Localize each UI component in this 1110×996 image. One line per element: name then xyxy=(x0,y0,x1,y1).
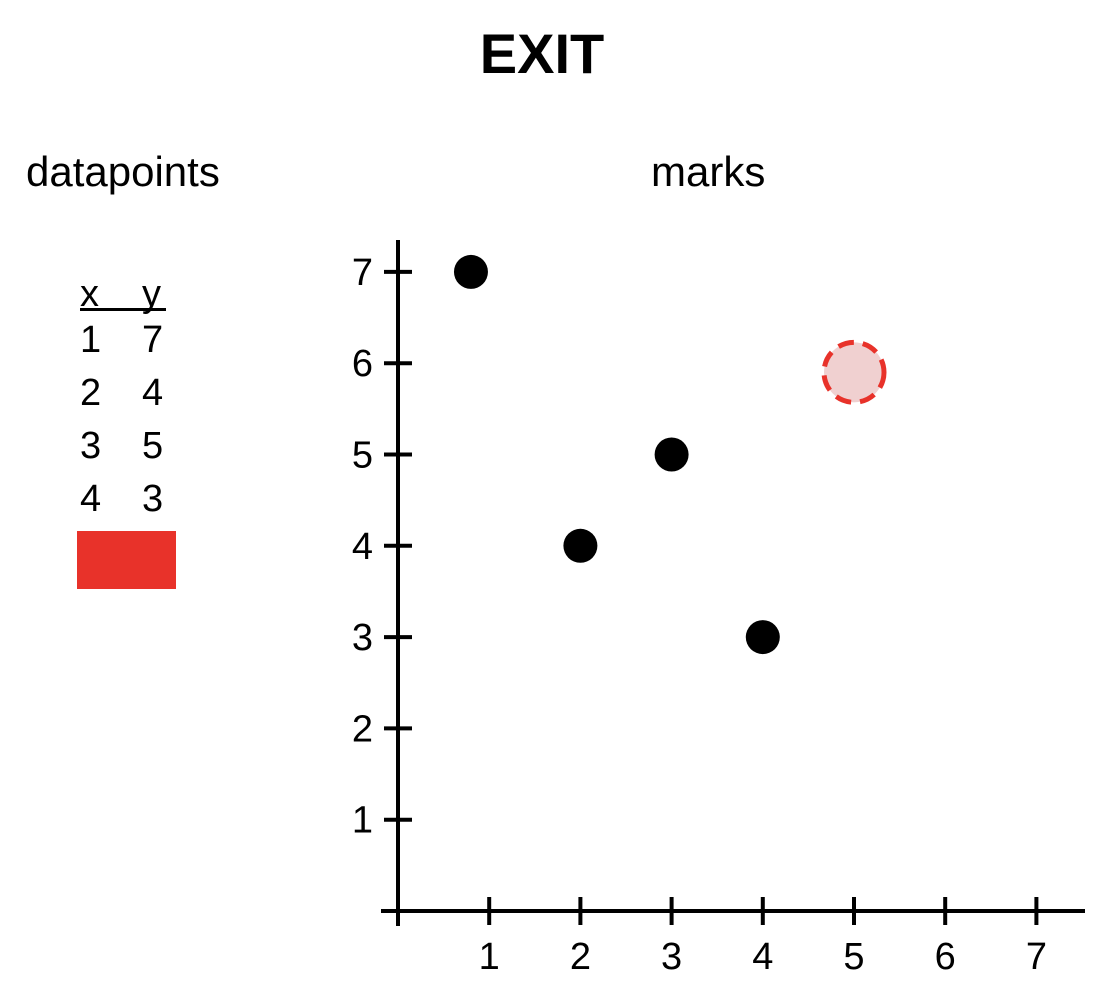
table-row: 2 4 xyxy=(78,364,174,417)
x-cell: 3 xyxy=(80,425,102,467)
y-cell: 5 xyxy=(142,425,164,467)
y-tick-label: 2 xyxy=(352,708,373,750)
data-point xyxy=(654,437,689,472)
page-title: EXIT xyxy=(479,22,605,85)
y-tick-label: 7 xyxy=(352,252,373,294)
table-row: 4 3 xyxy=(78,470,174,523)
data-point xyxy=(745,620,780,655)
table-row: 1 7 xyxy=(78,311,174,364)
data-point xyxy=(453,254,488,289)
datapoints-table: x y 1 7 2 4 3 5 4 3 xyxy=(78,275,174,523)
header-underline xyxy=(80,308,166,311)
y-cell: 4 xyxy=(142,372,164,414)
datapoints-panel-label: datapoints xyxy=(26,148,220,195)
x-cell: 1 xyxy=(80,319,102,361)
y-column-header: y xyxy=(142,273,161,315)
x-tick-label: 2 xyxy=(570,936,591,978)
x-column-header: x xyxy=(80,273,99,315)
y-tick-label: 6 xyxy=(352,343,373,385)
data-point xyxy=(563,528,598,563)
x-tick-label: 3 xyxy=(661,936,682,978)
x-tick-label: 4 xyxy=(752,936,773,978)
x-tick-label: 6 xyxy=(935,936,956,978)
y-tick-label: 1 xyxy=(352,800,373,842)
table-row: 3 5 xyxy=(78,417,174,470)
x-cell: 4 xyxy=(80,478,102,520)
removed-row-highlight xyxy=(77,531,176,589)
y-cell: 3 xyxy=(142,478,164,520)
y-tick-label: 3 xyxy=(352,617,373,659)
x-tick-label: 1 xyxy=(479,936,500,978)
table-header: x y xyxy=(78,273,174,315)
x-tick-label: 7 xyxy=(1026,936,1047,978)
y-tick-label: 5 xyxy=(352,435,373,477)
x-cell: 2 xyxy=(80,372,102,414)
y-tick-label: 4 xyxy=(352,526,373,568)
marks-panel-label: marks xyxy=(651,148,766,195)
removed-point-ghost xyxy=(821,339,887,405)
x-tick-label: 5 xyxy=(843,936,864,978)
y-cell: 7 xyxy=(142,319,164,361)
